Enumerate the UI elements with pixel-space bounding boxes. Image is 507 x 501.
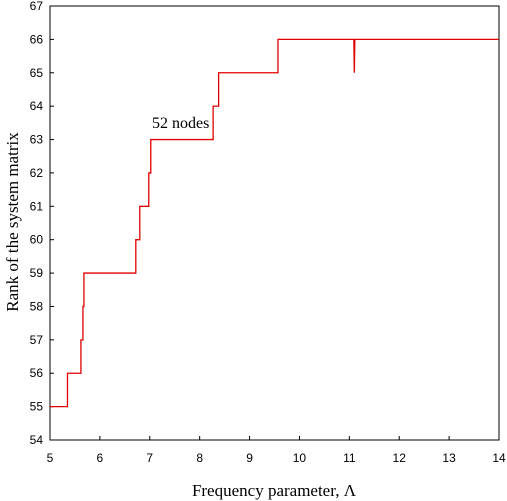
x-tick-label-6: 6: [97, 451, 104, 465]
y-tick-label-63: 63: [30, 133, 44, 147]
x-axis-title: Frequency parameter, Λ: [192, 481, 357, 500]
x-tick-label-8: 8: [196, 451, 203, 465]
series-group: [50, 38, 499, 408]
x-tick-label-12: 12: [393, 451, 407, 465]
plot-frame: [49, 5, 500, 441]
y-tick-label-65: 65: [30, 66, 44, 80]
y-tick-label-62: 62: [30, 166, 44, 180]
x-tick-label-11: 11: [343, 451, 356, 465]
y-tick-label-57: 57: [30, 333, 44, 347]
y-tick-label-59: 59: [30, 266, 44, 280]
y-tick-label-64: 64: [30, 99, 44, 113]
y-tick-label-61: 61: [30, 199, 44, 213]
y-tick-label-58: 58: [30, 299, 44, 313]
labels: Frequency parameter, Λ Rank of the syste…: [3, 115, 357, 500]
y-tick-label-66: 66: [30, 32, 44, 46]
annotation-52-nodes: 52 nodes: [152, 115, 209, 132]
x-tick-label-10: 10: [293, 451, 307, 465]
y-tick-label-54: 54: [30, 433, 44, 447]
x-tick-label-13: 13: [442, 451, 456, 465]
y-tick-label-60: 60: [30, 233, 44, 247]
x-tick-label-9: 9: [246, 451, 253, 465]
series-line-0: [50, 38, 499, 408]
y-axis-title: Rank of the system matrix: [3, 132, 22, 312]
x-tick-label-5: 5: [47, 451, 54, 465]
y-tick-label-55: 55: [30, 400, 44, 414]
x-tick-label-14: 14: [492, 451, 506, 465]
y-tick-label-56: 56: [30, 366, 44, 380]
axes: [49, 5, 500, 441]
x-tick-label-7: 7: [146, 451, 153, 465]
y-tick-label-67: 67: [30, 0, 44, 13]
